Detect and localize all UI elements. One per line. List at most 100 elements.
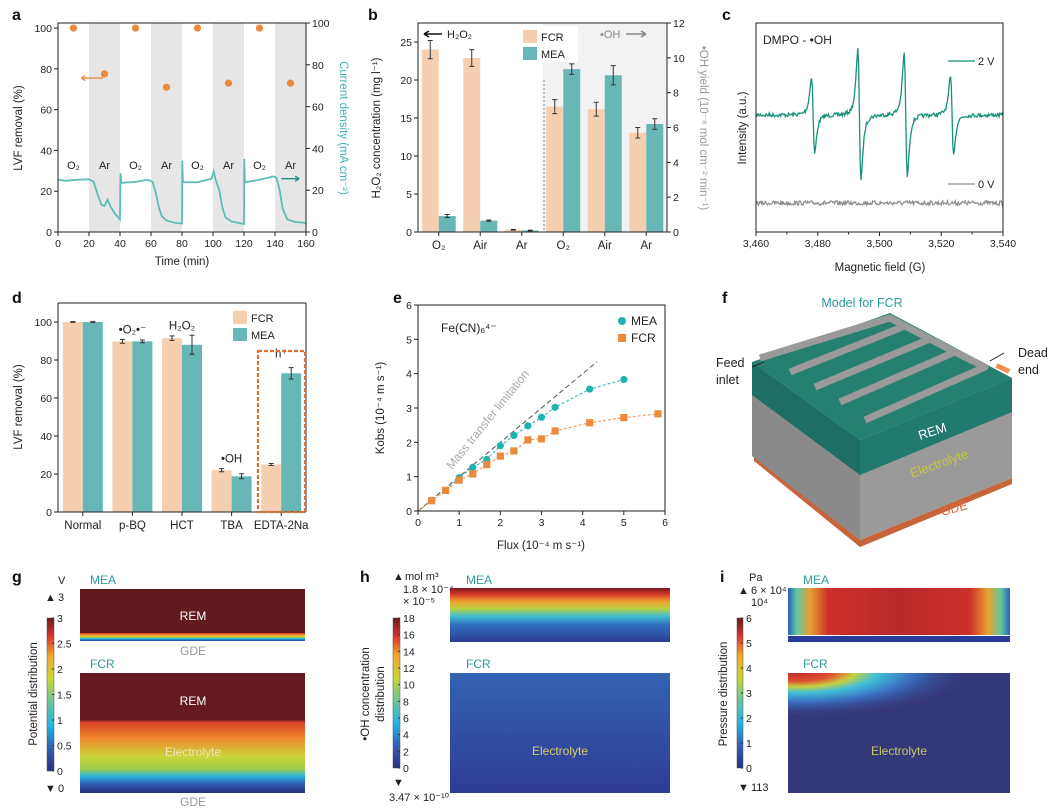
error-bar xyxy=(189,334,195,355)
rem-label: REM xyxy=(180,694,207,708)
x-tick-label: Air xyxy=(598,240,612,252)
mea-title: MEA xyxy=(90,573,116,587)
y-tick-label: 80 xyxy=(40,355,52,367)
panel-letter-a: a xyxy=(12,7,21,24)
colorbar-tick-label: 8 xyxy=(403,696,409,708)
y-tick-label: 100 xyxy=(34,317,52,329)
scavenger-annotation: •O₂•⁻ xyxy=(119,324,147,336)
error-bar xyxy=(510,228,516,231)
error-bar xyxy=(427,39,433,60)
point-fcr xyxy=(524,436,532,444)
x-tick-label: 5 xyxy=(621,517,627,529)
x-tick-label: 1 xyxy=(456,517,462,529)
phase-label: Ar xyxy=(99,160,110,172)
phase-label: Ar xyxy=(285,160,296,172)
point-fcr xyxy=(427,497,436,505)
y-tick-label: 6 xyxy=(406,300,412,312)
scavenger-annotation: H₂O₂ xyxy=(169,320,195,332)
legend-label-mea: MEA xyxy=(541,49,566,61)
x-tick-label: 160 xyxy=(297,238,315,250)
bar-fcr xyxy=(504,229,522,232)
legend-swatch-mea xyxy=(523,47,537,60)
colorbar-tick-label: 4 xyxy=(403,730,409,742)
fcr-potential-region xyxy=(80,673,305,793)
x-tick-label: O₂ xyxy=(557,240,570,252)
colorbar-label-2: distribution xyxy=(375,666,387,722)
y-axis-label: Intensity (a.u.) xyxy=(737,91,749,164)
x-tick-label: 0 xyxy=(415,517,421,529)
colorbar-tick-label: 1.5 xyxy=(57,690,72,702)
y-right-tick-label: 8 xyxy=(673,88,679,100)
rem-right-face xyxy=(860,378,1012,475)
electrolyte-label: Electrolyte xyxy=(871,744,927,758)
legend-label-fcr: FCR xyxy=(631,331,656,345)
y-tick-label: 80 xyxy=(40,64,52,76)
panel-letter-h: h xyxy=(360,569,370,586)
current-density-line xyxy=(57,158,307,226)
max-marker: ▲ xyxy=(45,592,56,604)
point-fcr xyxy=(586,419,594,427)
lvf-removal-point xyxy=(162,83,171,91)
error-bar xyxy=(119,338,125,344)
scavenger-annotation: •OH xyxy=(221,454,242,466)
feed-arrow-icon xyxy=(751,361,765,368)
bar-fcr xyxy=(261,464,282,512)
bar-fcr xyxy=(629,132,647,232)
error-bar xyxy=(90,321,96,323)
y-tick-label: 0 xyxy=(46,507,52,519)
min-marker: ▼ xyxy=(738,782,749,794)
x-tick-label: 4 xyxy=(580,517,586,529)
y-tick-label: 4 xyxy=(406,369,412,381)
colorbar-tick-label: 0 xyxy=(746,763,752,775)
x-tick-label: 2 xyxy=(497,517,503,529)
colorbar-tick-label: 4 xyxy=(746,663,752,675)
arrow-left-icon xyxy=(80,75,104,82)
y-right-tick-label: 0 xyxy=(673,227,679,239)
mea-title: MEA xyxy=(803,573,829,587)
legend-label-mea: MEA xyxy=(251,330,276,342)
x-tick-label: TBA xyxy=(220,520,243,532)
colorbar-tick-label: 0 xyxy=(57,766,63,778)
x-tick-label: 140 xyxy=(266,238,284,250)
x-tick-label: 120 xyxy=(235,238,253,250)
lvf-removal-point xyxy=(131,24,140,32)
y-axis-label: LVF removal (%) xyxy=(13,85,25,171)
max-marker: ▲ xyxy=(738,585,749,597)
x-tick-label: 3,540 xyxy=(990,238,1016,250)
gde-layer xyxy=(754,455,1012,547)
unit-label: mol m³ xyxy=(405,571,439,583)
bar-mea xyxy=(563,69,581,232)
y-tick-label: 0 xyxy=(406,506,412,518)
y-tick-label: 5 xyxy=(406,189,412,201)
colorbar-tick-label: 2 xyxy=(57,664,63,676)
fcr-title: FCR xyxy=(90,657,115,671)
electrolyte-label: Electrolyte xyxy=(165,745,221,759)
error-bar xyxy=(70,321,76,323)
lvf-removal-point xyxy=(255,24,264,32)
y-tick-label: 10 xyxy=(400,151,412,163)
arrow-left-icon xyxy=(423,30,442,38)
legend-label-fcr: FCR xyxy=(541,32,564,44)
point-fcr xyxy=(496,452,504,460)
rem-left-face xyxy=(752,362,860,475)
point-mea xyxy=(469,463,477,471)
feed-label-1: Feed xyxy=(716,356,745,370)
arrow-right-icon xyxy=(626,30,647,38)
highlight-box xyxy=(256,349,307,514)
dead-end-label-2: end xyxy=(1018,363,1039,377)
colorbar-tick-label: 2 xyxy=(746,713,752,725)
y-axis-right-label: •OH yield (10⁻⁸ mol cm⁻² min⁻¹) xyxy=(697,46,709,211)
point-mea xyxy=(537,413,546,421)
epr-0v-line xyxy=(756,198,1003,208)
max-label: 6 × 10⁴ xyxy=(751,585,787,597)
fe-cn-annotation: Fe(CN)₆⁴⁻ xyxy=(441,321,497,335)
max-marker: ▲ xyxy=(393,571,404,583)
lvf-removal-point xyxy=(100,70,109,78)
dead-end-marker xyxy=(995,363,1011,374)
phase-label: O₂ xyxy=(129,160,142,172)
x-axis-label: Magnetic field (G) xyxy=(835,262,926,274)
legend-swatch-fcr xyxy=(523,30,537,43)
arrow-right-icon xyxy=(281,175,300,182)
dead-end-arrow-icon xyxy=(989,352,1005,362)
